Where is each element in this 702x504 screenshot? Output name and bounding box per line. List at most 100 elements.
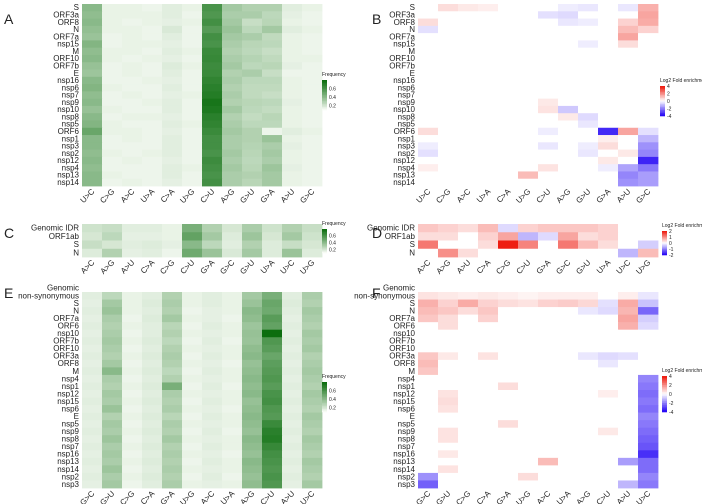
row-label: ORF10 [53,344,79,353]
heatmap-cell-nsp2-a-c [538,472,559,481]
heatmap-cell-nsp8-c-a [142,435,163,444]
heatmap-cell-nsp15-c-a [498,40,519,49]
heatmap-cell-genomic-non-synonymous-c-a [142,292,163,300]
heatmap-cell-e-c-u [538,69,559,78]
heatmap-cell-orf3a-c-g [438,11,459,19]
heatmap-cell-nsp9-g-a [498,427,519,436]
heatmap-cell-nsp1-a-u [618,382,639,391]
heatmap-cell-nsp4-a-u [618,164,639,172]
heatmap-cell-nsp4-c-a [142,374,163,383]
heatmap-cell-nsp4-a-g [222,164,243,172]
heatmap-cell-nsp2-g-a [162,472,183,481]
heatmap-cell-nsp2-c-a [478,472,499,481]
heatmap-cell-orf6-c-u [202,127,223,136]
heatmap-cell-nsp5-a-c [538,420,559,429]
heatmap-cell-nsp12-u-g [518,390,539,398]
heatmap-cell-nsp10-u-c [418,105,439,114]
legend-title: Frequency [322,221,346,227]
heatmap-cell-orf3a-g-c [302,11,323,19]
column-label: C>U [199,187,217,205]
heatmap-cell-orf7b-a-u [618,62,639,70]
heatmap-cell-orf3a-u-g [182,11,203,19]
row-label: ORF8 [58,359,80,368]
heatmap-cell-nsp15-a-c [538,397,559,406]
heatmap-cell-n-g-u [242,248,263,258]
heatmap-cell-nsp7-u-c [302,442,323,451]
heatmap-cell-nsp13-u-c [418,171,439,180]
heatmap-cell-nsp1-u-g [518,382,539,391]
heatmap-cell-nsp13-g-u [242,171,263,180]
heatmap-cell-nsp12-g-a [162,390,183,398]
heatmap-cell-orf3a-a-g [242,352,263,361]
heatmap-cell-e-g-a [498,412,519,421]
heatmap-cell-nsp8-a-g [578,435,599,444]
legend-tick: -4 [669,410,674,416]
heatmap-cell-orf7b-c-u [262,337,283,346]
heatmap-cell-m-u-c [638,367,659,376]
heatmap-cell-orf6-g-u [242,127,263,136]
heatmap-cell-nsp7-u-a [558,442,579,451]
heatmap-cell-nsp10-g-u [438,329,459,338]
column-label: A>G [239,489,257,504]
heatmap-cell-orf3a-a-u [282,352,303,361]
heatmap-cell-orf6-a-u [618,322,639,331]
heatmap-cell-nsp2-u-a [142,149,163,158]
heatmap-cell-nsp7-c-u [598,442,619,451]
row-label: Genomic non-synonymous [18,283,79,300]
heatmap-cell-nsp7-g-u [438,442,459,451]
heatmap-cell-orf6-g-c [302,127,323,136]
heatmap-cell-orf1ab-u-c [282,232,303,241]
heatmap-cell-orf6-a-u [282,127,303,136]
heatmap-cell-orf6-c-a [162,127,183,136]
row-label: nsp4 [62,163,80,172]
heatmap-cell-genomic-idr-u-a [262,224,283,233]
heatmap-cell-nsp6-u-g [182,405,203,414]
heatmap-cell-nsp9-c-a [478,427,499,436]
heatmap-cell-nsp9-a-g [578,427,599,436]
heatmap-cell-nsp12-c-u [538,156,559,165]
heatmap-cell-e-g-u [438,412,459,421]
heatmap-cell-orf6-c-a [142,322,163,331]
row-label: ORF7a [53,314,79,323]
heatmap-cell-nsp3-c-u [262,480,283,489]
heatmap-cell-nsp9-u-c [638,427,659,436]
heatmap-cell-nsp3-c-g [122,480,143,489]
row-label: ORF6 [394,127,416,136]
heatmap-cell-genomic-non-synonymous-c-g [122,292,143,300]
heatmap-cell-e-g-a [162,412,183,421]
heatmap-cell-nsp9-g-u [438,427,459,436]
heatmap-cell-nsp12-a-c [538,390,559,398]
heatmap-cell-orf8-g-u [578,18,599,27]
row-label: nsp2 [398,472,416,481]
heatmap-cell-orf3a-g-c [418,352,439,361]
heatmap-cell-nsp14-a-u [618,465,639,474]
row-label: N [409,25,415,34]
heatmap-cell-s-g-c [82,299,103,308]
heatmap-cell-orf6-c-a [478,322,499,331]
heatmap-cell-n-a-u [458,248,479,258]
column-label: G>U [238,187,256,205]
heatmap-cell-nsp12-g-c [418,390,439,398]
heatmap-cell-nsp2-g-u [578,149,599,158]
heatmap-cell-s-u-g [182,4,203,12]
heatmap-cell-m-g-c [302,47,323,56]
heatmap-cell-nsp16-u-g [518,450,539,459]
heatmap-cell-nsp5-c-g [102,120,123,129]
heatmap-cell-orf7b-c-g [122,337,143,346]
heatmap-cell-nsp6-c-a [142,405,163,414]
heatmap-cell-orf7a-u-g [182,314,203,323]
heatmap-cell-m-a-u [282,367,303,376]
heatmap-cell-orf10-c-a [498,54,519,63]
heatmap-cell-e-c-a [142,412,163,421]
heatmap-cell-nsp15-u-g [518,397,539,406]
heatmap-cell-nsp3-u-g [518,480,539,489]
heatmap-cell-nsp8-u-a [558,435,579,444]
heatmap-cell-nsp10-a-c [458,105,479,114]
column-label: U>C [279,258,297,276]
heatmap-cell-orf3a-g-c [82,352,103,361]
heatmap-cell-nsp16-c-u [202,76,223,85]
column-label: U>C [79,187,97,205]
heatmap-cell-orf7b-c-a [162,62,183,70]
heatmap-cell-orf6-c-u [538,127,559,136]
heatmap-cell-nsp2-u-g [518,472,539,481]
